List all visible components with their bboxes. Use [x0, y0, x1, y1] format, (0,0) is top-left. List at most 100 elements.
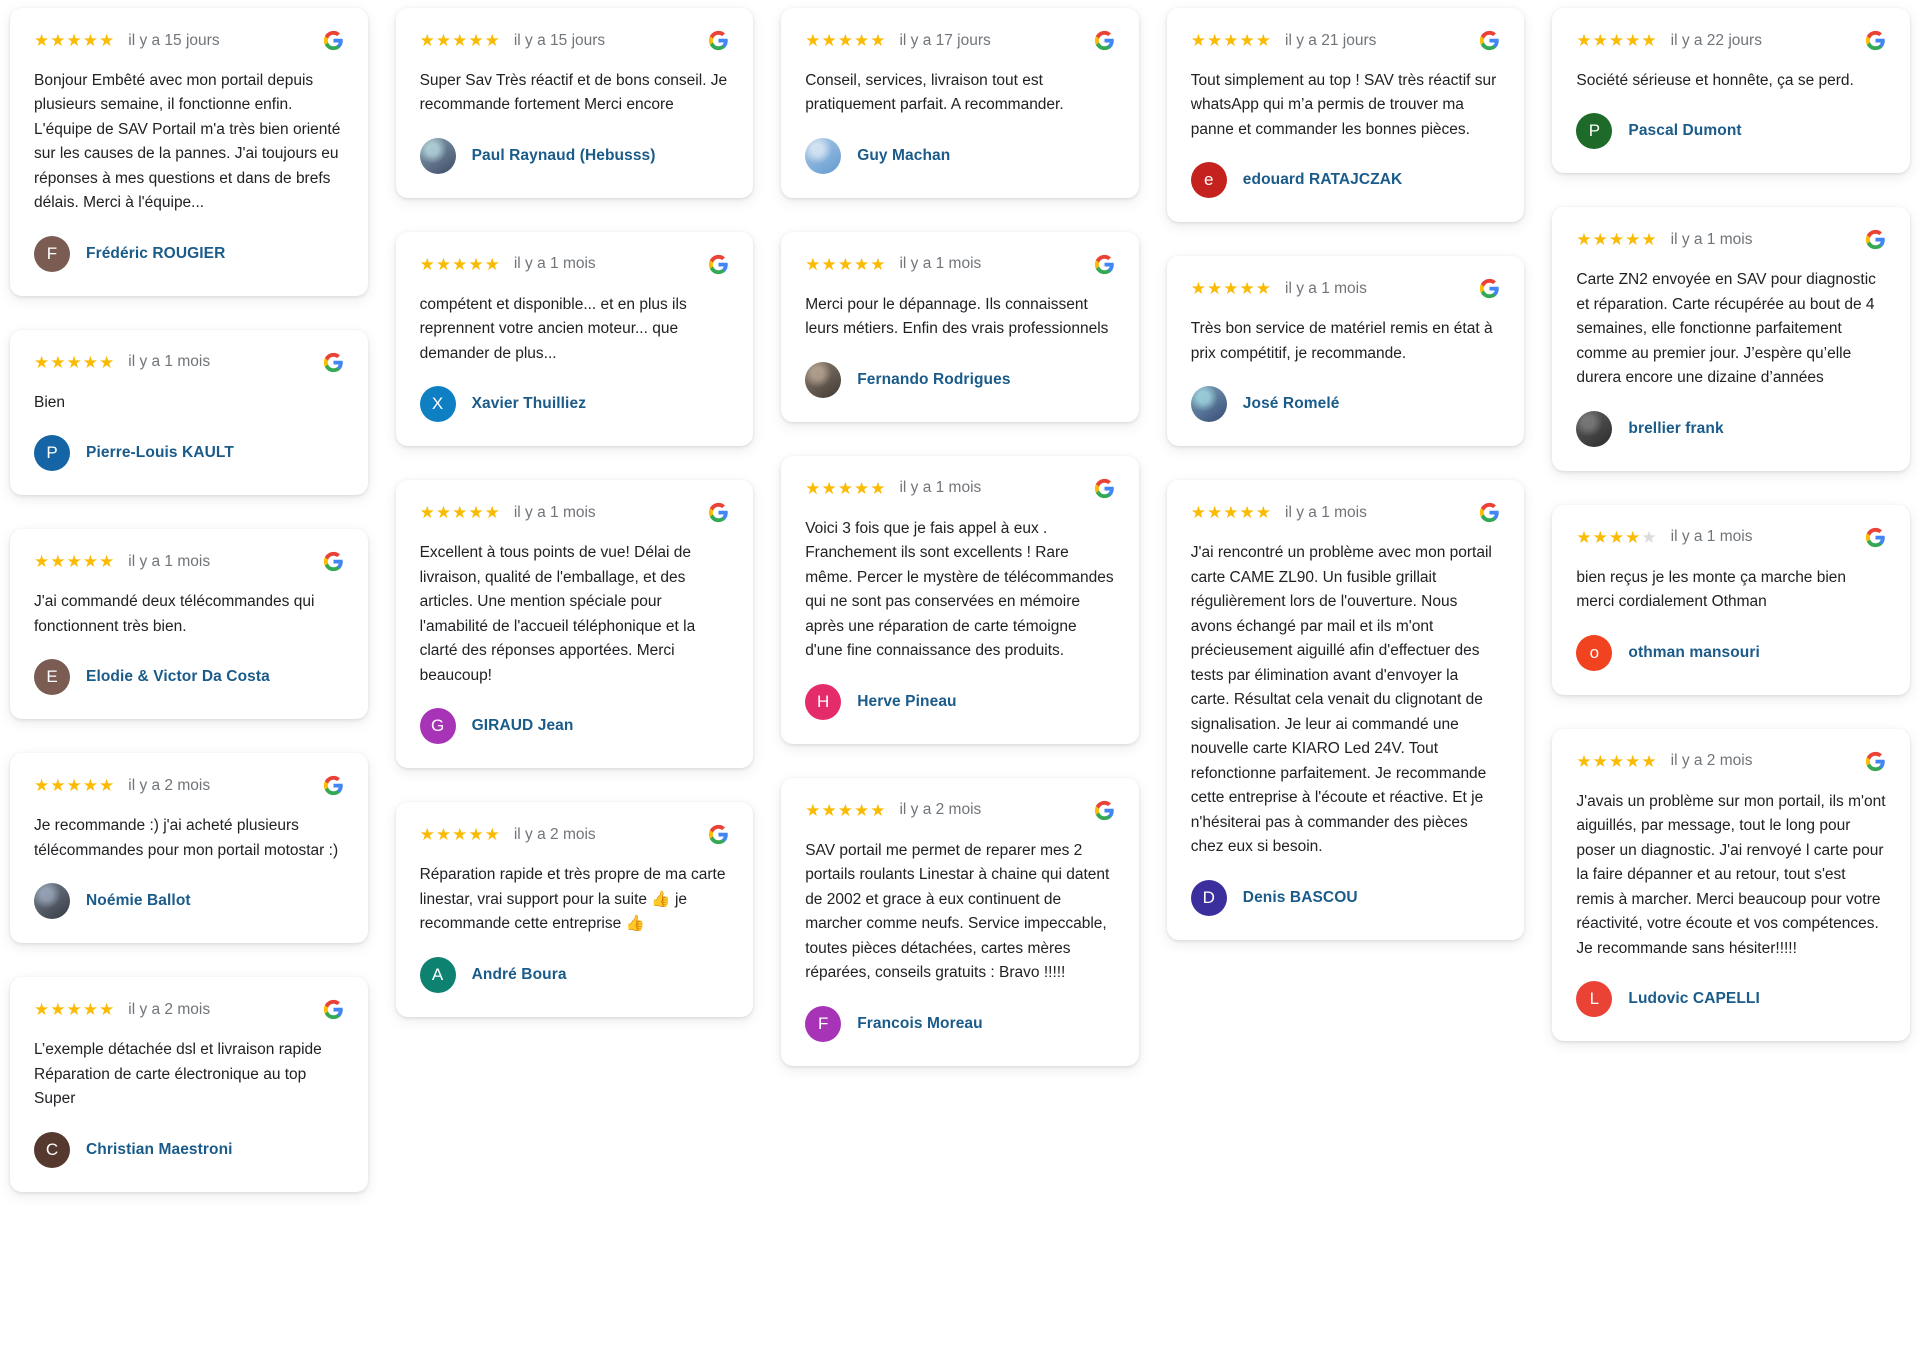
star-icon: ★: [853, 254, 870, 274]
review-card[interactable]: ★ ★ ★ ★ ★ il y a 1 mois Voici 3 fois que je f…: [781, 455, 1139, 744]
star-icon: ★: [1190, 503, 1207, 523]
review-author-name[interactable]: Paul Raynaud (Hebusss): [471, 146, 656, 164]
star-icon: ★: [484, 503, 500, 523]
review-author-name[interactable]: Ludovic CAPELLI: [1628, 990, 1760, 1008]
star-icon: ★: [1641, 527, 1657, 547]
review-card[interactable]: ★ ★ ★ ★ ★ il y a 22 jours Société sérieuse et…: [1552, 8, 1910, 174]
review-text: Je recommande :) j'ai acheté plusieurs t…: [34, 817, 339, 859]
review-author-name[interactable]: Xavier Thuilliez: [471, 395, 587, 413]
review-author-name[interactable]: GIRAUD Jean: [471, 717, 574, 735]
review-relative-time: il y a 1 mois: [128, 353, 211, 371]
review-card[interactable]: ★ ★ ★ ★ ★ il y a 2 mois L’exemple détachée ds…: [10, 977, 368, 1192]
review-card[interactable]: ★ ★ ★ ★ ★ il y a 1 mois compétent et disponib…: [395, 231, 754, 447]
google-source-icon: [1865, 751, 1886, 772]
review-author-name[interactable]: Noémie Ballot: [86, 892, 191, 910]
review-column: ★ ★ ★ ★ ★ il y a 21 jours Tout simplement au …: [1166, 8, 1525, 940]
review-author-row[interactable]: A André Boura: [419, 956, 730, 993]
review-author-row[interactable]: J José Romelé: [1190, 386, 1501, 423]
google-source-icon: [708, 254, 729, 275]
review-author-name[interactable]: Frédéric ROUGIER: [86, 244, 226, 262]
review-author-name[interactable]: José Romelé: [1242, 395, 1340, 413]
review-card[interactable]: ★ ★ ★ ★ ★ il y a 1 mois Bien P Pierre-Louis KAU…: [10, 329, 368, 496]
star-icon: ★: [82, 776, 98, 796]
avatar-initial: C: [45, 1139, 59, 1159]
review-author-row[interactable]: F Fernando Rodrigues: [805, 361, 1115, 398]
google-source-icon: [323, 551, 344, 572]
review-author-row[interactable]: F Francois Moreau: [805, 1005, 1115, 1042]
review-author-row[interactable]: F Frédéric ROUGIER: [34, 235, 344, 272]
review-author-row[interactable]: H Herve Pineau: [805, 683, 1115, 720]
review-author-row[interactable]: L Ludovic CAPELLI: [1576, 981, 1886, 1018]
review-author-name[interactable]: brellier frank: [1628, 419, 1724, 437]
review-author-row[interactable]: P Paul Raynaud (Hebusss): [419, 137, 730, 174]
review-author-row[interactable]: P Pierre-Louis KAULT: [34, 435, 344, 472]
avatar-initial: A: [431, 964, 444, 984]
review-relative-time: il y a 2 mois: [128, 776, 211, 794]
star-icon: ★: [1608, 31, 1625, 50]
review-author-name[interactable]: Denis BASCOU: [1242, 888, 1358, 906]
review-card[interactable]: ★ ★ ★ ★ ★ il y a 1 mois Excellent à tous poin…: [395, 480, 754, 769]
star-icon: ★: [1255, 31, 1272, 50]
review-author-row[interactable]: b brellier frank: [1576, 410, 1886, 447]
review-author-name[interactable]: Guy Machan: [857, 146, 951, 164]
star-icon: ★: [805, 31, 821, 50]
review-author-row[interactable]: X Xavier Thuilliez: [419, 386, 730, 423]
review-card[interactable]: ★ ★ ★ ★ ★ il y a 2 mois Réparation rapide et …: [395, 802, 754, 1017]
avatar-initial: G: [430, 716, 445, 736]
review-author-name[interactable]: André Boura: [471, 965, 567, 983]
review-author-name[interactable]: Elodie & Victor Da Costa: [86, 668, 270, 686]
review-author-row[interactable]: G GIRAUD Jean: [419, 708, 730, 745]
google-logo-icon: [1865, 527, 1885, 548]
review-card-header: ★ ★ ★ ★ ★ il y a 21 jours: [1191, 30, 1501, 51]
google-source-icon: [708, 502, 729, 523]
review-author-name[interactable]: othman mansouri: [1628, 643, 1760, 661]
review-card[interactable]: ★ ★ ★ ★ ★ il y a 1 mois Carte ZN2 envoyée en …: [1552, 207, 1910, 471]
avatar: F: [805, 1005, 842, 1042]
review-card[interactable]: ★ ★ ★ ★ ★ il y a 2 mois J'avais un problème s…: [1552, 728, 1910, 1042]
review-card[interactable]: ★ ★ ★ ★ ★ il y a 1 mois bien reçus je les mon…: [1552, 504, 1910, 695]
avatar: F: [34, 235, 70, 272]
review-author-row[interactable]: N Noémie Ballot: [34, 883, 344, 920]
review-card[interactable]: ★ ★ ★ ★ ★ il y a 1 mois J'ai rencontré un pro…: [1166, 480, 1525, 940]
review-card[interactable]: ★ ★ ★ ★ ★ il y a 2 mois Je recommande :) j'ai…: [10, 753, 368, 944]
review-card[interactable]: ★ ★ ★ ★ ★ il y a 15 jours Super Sav Très réac…: [395, 8, 754, 198]
star-icon: ★: [82, 31, 98, 50]
avatar: b: [1576, 410, 1613, 447]
review-author-name[interactable]: Christian Maestroni: [86, 1140, 233, 1158]
review-author-name[interactable]: Herve Pineau: [857, 692, 957, 710]
star-icon: ★: [82, 1000, 98, 1020]
review-card-header: ★ ★ ★ ★ ★ il y a 2 mois: [805, 800, 1115, 821]
review-card[interactable]: ★ ★ ★ ★ ★ il y a 1 mois Très bon service de m…: [1166, 256, 1525, 447]
star-icon: ★: [66, 776, 82, 796]
review-card-header: ★ ★ ★ ★ ★ il y a 1 mois: [1191, 278, 1501, 299]
review-card[interactable]: ★ ★ ★ ★ ★ il y a 15 jours Bonjour Embêté avec…: [10, 8, 368, 296]
review-card[interactable]: ★ ★ ★ ★ ★ il y a 17 jours Conseil, services, …: [781, 8, 1139, 198]
star-icon: ★: [1608, 527, 1625, 547]
review-author-row[interactable]: e edouard RATAJCZAK: [1190, 162, 1501, 199]
google-source-icon: [1865, 30, 1886, 51]
review-card[interactable]: ★ ★ ★ ★ ★ il y a 2 mois SAV portail me permet…: [781, 777, 1139, 1066]
review-author-row[interactable]: G Guy Machan: [805, 137, 1115, 174]
review-author-name[interactable]: Pascal Dumont: [1628, 122, 1742, 140]
review-author-name[interactable]: Pierre-Louis KAULT: [86, 444, 234, 462]
review-author-row[interactable]: C Christian Maestroni: [34, 1131, 344, 1168]
google-logo-icon: [709, 503, 728, 523]
review-author-name[interactable]: edouard RATAJCZAK: [1242, 171, 1403, 189]
review-card[interactable]: ★ ★ ★ ★ ★ il y a 21 jours Tout simplement au …: [1166, 8, 1525, 223]
review-author-row[interactable]: P Pascal Dumont: [1576, 113, 1886, 150]
star-icon: ★: [870, 254, 886, 274]
star-icon: ★: [853, 478, 870, 498]
review-author-name[interactable]: Francois Moreau: [857, 1014, 983, 1032]
review-author-row[interactable]: D Denis BASCOU: [1190, 879, 1501, 916]
review-author-name[interactable]: Fernando Rodrigues: [857, 370, 1011, 388]
star-icon: ★: [1223, 503, 1239, 523]
review-text: compétent et disponible... et en plus il…: [419, 295, 687, 362]
review-author-row[interactable]: o othman mansouri: [1576, 634, 1886, 671]
google-logo-icon: [1480, 279, 1500, 299]
review-card[interactable]: ★ ★ ★ ★ ★ il y a 1 mois Merci pour le dépanna…: [781, 231, 1139, 422]
rating-stars: ★ ★ ★ ★ ★: [420, 826, 500, 843]
review-card[interactable]: ★ ★ ★ ★ ★ il y a 1 mois J'ai commandé deux té…: [10, 529, 368, 720]
review-text: J'avais un problème sur mon portail, ils…: [1576, 792, 1886, 957]
review-author-row[interactable]: E Elodie & Victor Da Costa: [34, 659, 344, 696]
star-icon: ★: [1255, 279, 1272, 299]
